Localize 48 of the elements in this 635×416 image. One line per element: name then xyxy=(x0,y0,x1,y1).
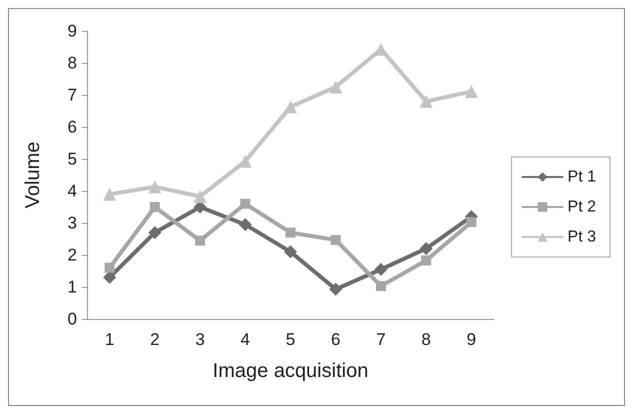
point xyxy=(374,262,388,276)
point xyxy=(421,255,432,266)
point xyxy=(464,84,478,98)
point xyxy=(150,202,160,212)
point xyxy=(284,245,297,258)
x-tick-label: 3 xyxy=(195,330,205,349)
point xyxy=(466,217,476,228)
x-tick-label: 4 xyxy=(240,330,250,349)
point xyxy=(286,228,296,238)
point xyxy=(238,218,252,232)
x-tick-label: 9 xyxy=(466,330,476,349)
y-tick-label: 5 xyxy=(68,150,77,168)
point xyxy=(420,94,433,108)
point xyxy=(148,180,162,194)
point xyxy=(329,282,342,296)
point xyxy=(195,236,206,246)
y-tick-label: 8 xyxy=(68,54,77,72)
y-tick-label: 1 xyxy=(68,278,77,296)
point xyxy=(376,281,386,292)
x-tick-label: 1 xyxy=(104,330,114,349)
point xyxy=(238,154,252,168)
y-tick-label: 7 xyxy=(68,86,77,104)
legend-label: Pt 2 xyxy=(568,198,596,216)
x-tick-label: 6 xyxy=(330,330,340,349)
y-tick-label: 0 xyxy=(68,310,77,328)
y-axis-title: Volume xyxy=(22,142,44,208)
legend-label: Pt 3 xyxy=(568,228,596,246)
point xyxy=(103,270,116,284)
y-tick-label: 4 xyxy=(68,182,77,200)
y-tick-label: 2 xyxy=(68,246,77,264)
point xyxy=(104,262,115,273)
x-axis-title: Image acquisition xyxy=(212,360,368,382)
x-tick-label: 7 xyxy=(376,330,386,349)
y-tick-label: 3 xyxy=(68,214,77,232)
legend-label: Pt 1 xyxy=(568,168,596,186)
point xyxy=(148,226,162,240)
x-tick-label: 8 xyxy=(421,330,431,349)
point xyxy=(420,242,433,256)
point xyxy=(284,100,297,114)
y-tick-label: 9 xyxy=(68,22,77,40)
x-tick-label: 5 xyxy=(286,330,296,349)
point xyxy=(194,190,207,203)
point xyxy=(329,80,342,94)
point xyxy=(330,234,341,245)
y-tick-label: 6 xyxy=(68,118,77,136)
point xyxy=(240,198,250,209)
x-tick-label: 2 xyxy=(150,330,160,349)
point xyxy=(103,188,116,201)
